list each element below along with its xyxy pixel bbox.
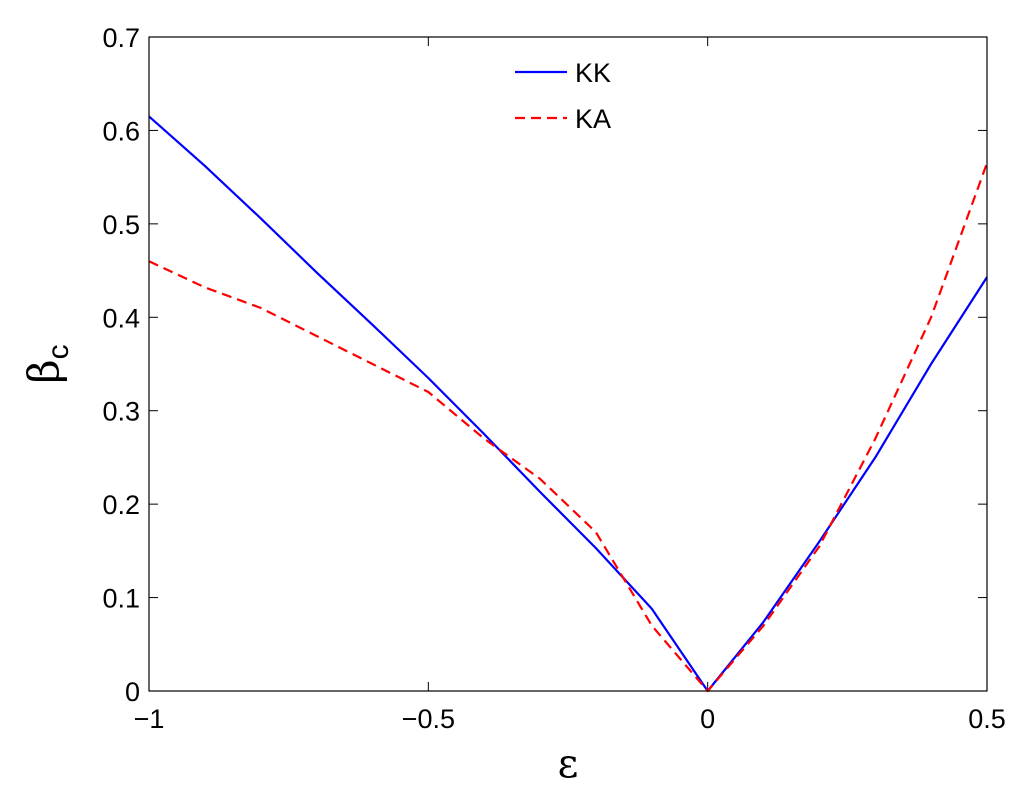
y-axis-ticks: 0 0.1 0.2 0.3 0.4 0.5 0.6 0.7	[102, 23, 987, 707]
plot-area	[149, 37, 987, 691]
y-axis-label: βc	[19, 344, 75, 383]
y-tick-label: 0.6	[102, 116, 140, 146]
y-tick-label: 0.7	[102, 23, 140, 53]
y-tick-label: 0.5	[102, 210, 140, 240]
x-axis-ticks: −1 −0.5 0 0.5	[134, 37, 1006, 734]
y-axis-label-subscript: c	[42, 344, 75, 359]
x-axis-label: ε	[558, 741, 579, 787]
y-tick-label: 0.1	[102, 584, 140, 614]
series-line-ka	[148, 162, 989, 693]
y-tick-label: 0.4	[102, 303, 140, 333]
series-line-kk	[148, 115, 988, 693]
plot-frame	[148, 36, 988, 692]
x-tick-label: −1	[134, 704, 165, 734]
series-layer	[148, 115, 989, 693]
y-axis-label-symbol: β	[19, 359, 68, 383]
y-tick-label: 0.3	[102, 397, 140, 427]
y-tick-label: 0	[125, 677, 140, 707]
legend-label-ka: KA	[575, 104, 611, 134]
legend-label-kk: KK	[575, 58, 611, 88]
x-tick-label: 0.5	[968, 704, 1006, 734]
y-tick-label: 0.2	[102, 490, 140, 520]
legend: KK KA	[515, 58, 611, 134]
x-tick-label: −0.5	[402, 704, 455, 734]
x-tick-label: 0	[700, 704, 715, 734]
svg-text:βc: βc	[19, 344, 75, 383]
